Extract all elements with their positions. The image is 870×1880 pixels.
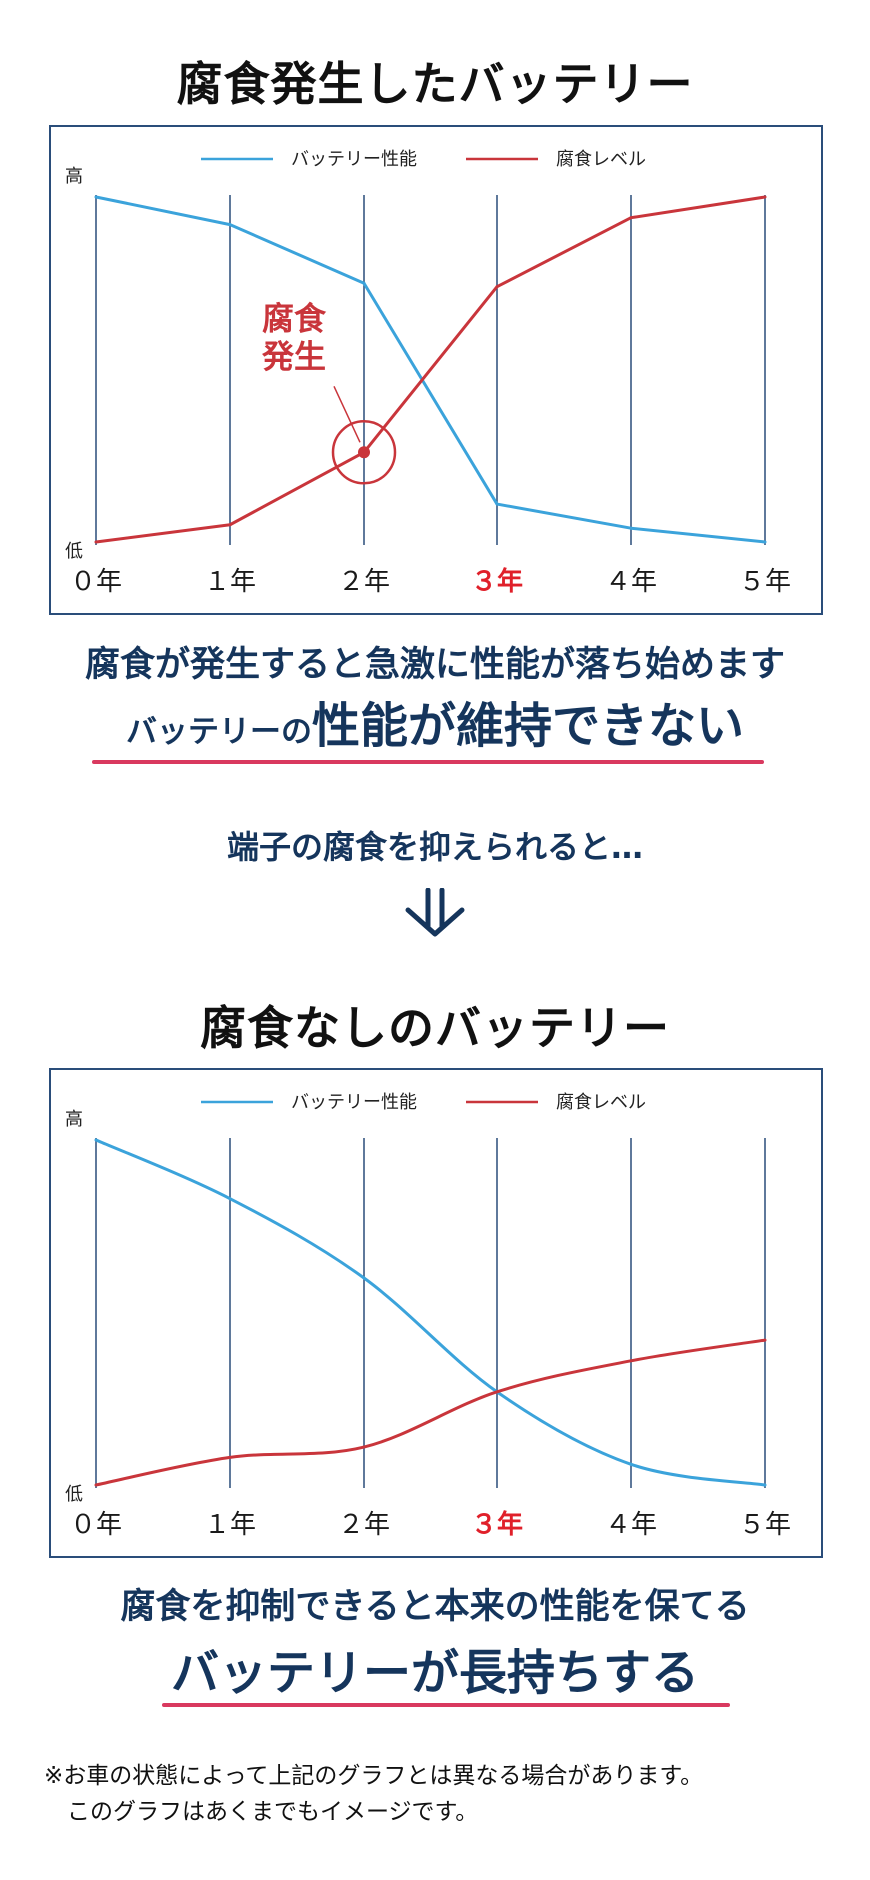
chart1-series-point bbox=[94, 540, 98, 544]
chart1-x-tick-label: ５年 bbox=[739, 567, 791, 597]
chart1-annotation-circle bbox=[331, 420, 397, 485]
chart2-series-point bbox=[362, 1445, 366, 1449]
chart1-series-point bbox=[495, 285, 499, 289]
chart2-series-point bbox=[94, 1483, 98, 1487]
chart2-series-point bbox=[228, 1197, 232, 1201]
chart1-series-line-1 bbox=[95, 195, 766, 544]
chart1-title: 腐食発生したバッテリー bbox=[176, 57, 694, 111]
footnote-line1: ※お車の状態によって上記のグラフとは異なる場合があります。 bbox=[44, 1763, 704, 1789]
chart2-legend-label: バッテリー性能 bbox=[291, 1092, 417, 1113]
section1-underline bbox=[92, 760, 764, 764]
chart1-x-tick-label: ３年 bbox=[471, 566, 523, 597]
chart2-x-tick-label: ２年 bbox=[338, 1510, 390, 1540]
chart1-x-tick-label: ２年 bbox=[338, 567, 390, 597]
chart1-ylabel-high: 高 bbox=[65, 166, 83, 187]
chart1-series-point bbox=[495, 502, 499, 506]
double-down-arrow-icon bbox=[405, 888, 465, 937]
chart2-ylabel-high: 高 bbox=[65, 1109, 83, 1130]
chart1-legend-label: バッテリー性能 bbox=[291, 149, 417, 170]
chart2-x-tick-label: ０年 bbox=[70, 1510, 122, 1540]
chart1-annotation-dot bbox=[358, 446, 370, 459]
chart2-x-tick-label: ４年 bbox=[605, 1510, 657, 1540]
chart1-series-point bbox=[763, 195, 767, 199]
chart2-ylabel-low: 低 bbox=[65, 1484, 83, 1505]
chart2-series-point bbox=[228, 1455, 232, 1459]
chart1-x-tick-label: ０年 bbox=[70, 567, 122, 597]
chart1-ylabel-low: 低 bbox=[65, 541, 83, 562]
chart2-series-line-0 bbox=[95, 1138, 766, 1487]
chart1-series-point bbox=[94, 195, 98, 199]
chart1-series-line-0 bbox=[95, 195, 766, 544]
chart2-title: 腐食なしのバッテリー bbox=[200, 1001, 670, 1055]
chart1-annotation-label: 発生 bbox=[261, 337, 326, 375]
chart1-annotation-pointer bbox=[333, 385, 361, 443]
chart2-series-point bbox=[629, 1359, 633, 1363]
chart2-series-point bbox=[495, 1390, 499, 1394]
chart2-series-point bbox=[94, 1138, 98, 1142]
chart1-legend-label: 腐食レベル bbox=[556, 149, 646, 170]
section1-message-line1: 腐食が発生すると急激に性能が落ち始めます bbox=[84, 645, 785, 685]
section2-message-line2: バッテリーが長持ちする bbox=[170, 1645, 699, 1701]
chart1-series-point bbox=[629, 216, 633, 220]
footnote-line2: このグラフはあくまでもイメージです。 bbox=[67, 1799, 479, 1825]
chart2-series-point bbox=[763, 1338, 767, 1342]
chart2-x-tick-label: ３年 bbox=[471, 1509, 523, 1540]
chart2-x-tick-label: １年 bbox=[204, 1510, 256, 1540]
chart2-x-tick-label: ５年 bbox=[739, 1510, 791, 1540]
section1-message-line2: バッテリーの性能が維持できない bbox=[0, 696, 870, 767]
chart1-series-point bbox=[228, 523, 232, 527]
chart1-series-point bbox=[228, 223, 232, 227]
chart2-series-line-1 bbox=[95, 1338, 766, 1487]
section2-underline bbox=[162, 1703, 730, 1707]
chart2-series-point bbox=[362, 1276, 366, 1280]
chart2-series-point bbox=[629, 1462, 633, 1466]
chart1-series-point bbox=[362, 281, 366, 285]
chart2-panel: 高低 ０年 １年 ２年 ３年 ４年 ５年 バッテリー性能 腐食レベル bbox=[49, 1068, 823, 1558]
section1-message-line2-big: 性能が維持できない bbox=[311, 698, 744, 754]
chart2-series-point bbox=[763, 1483, 767, 1487]
chart1-series-point bbox=[629, 526, 633, 530]
chart1-x-tick-label: １年 bbox=[204, 567, 256, 597]
section2-message-line1: 腐食を抑制できると本来の性能を保てる bbox=[120, 1587, 750, 1627]
transition-text: 端子の腐食を抑えられると… bbox=[226, 828, 643, 866]
section1-message-line2-small: バッテリーの bbox=[125, 714, 312, 750]
chart2-svg: 高低 ０年 １年 ２年 ３年 ４年 ５年 バッテリー性能 腐食レベル bbox=[65, 1092, 791, 1540]
chart2-legend-label: 腐食レベル bbox=[556, 1092, 646, 1113]
footnote: ※お車の状態によって上記のグラフとは異なる場合があります。 このグラフはあくまで… bbox=[44, 1758, 703, 1830]
chart1-panel: 高低 ０年 １年 ２年 ３年 ４年 ５年 バッテリー性能 腐食レベル腐食 発生 bbox=[49, 125, 823, 615]
chart1-x-tick-label: ４年 bbox=[605, 567, 657, 597]
chart1-annotation-label: 腐食 bbox=[262, 299, 327, 337]
chart1-series-point bbox=[763, 540, 767, 544]
